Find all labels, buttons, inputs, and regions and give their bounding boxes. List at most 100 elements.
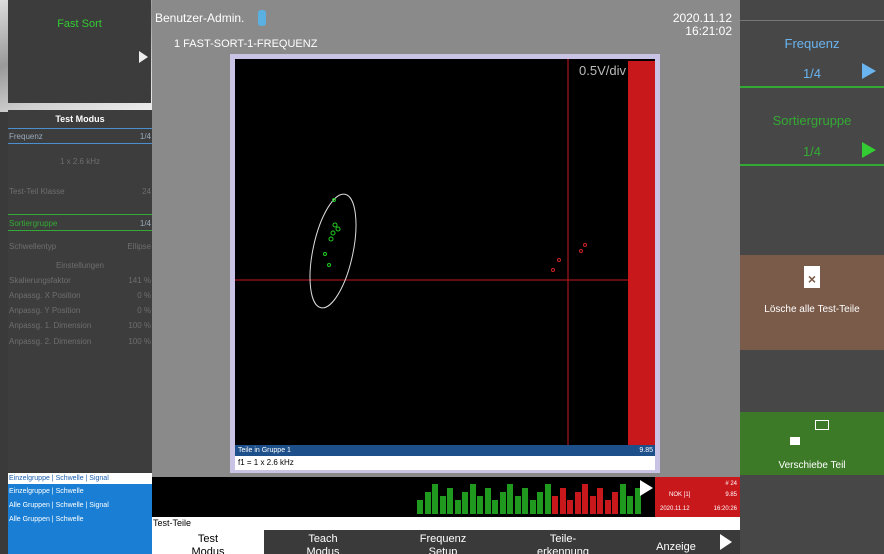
row-border — [8, 128, 152, 129]
right-top-line — [740, 20, 884, 21]
menu-item-value: Ellipse — [127, 242, 151, 251]
meter-bar — [484, 488, 491, 514]
menu-item-label[interactable]: Schwellentyp — [9, 242, 57, 251]
menu-item-label[interactable]: Anpassg. X Position — [9, 291, 81, 300]
move-label[interactable]: Verschiebe Teil — [778, 460, 846, 471]
tab-label[interactable]: Teach — [308, 533, 338, 545]
menu-panel — [8, 110, 152, 472]
result-box — [655, 477, 740, 517]
move-button[interactable] — [740, 412, 884, 475]
meter-bar — [477, 496, 483, 514]
meter-bar — [454, 500, 461, 514]
tab-label[interactable]: erkennung — [537, 546, 589, 554]
tab[interactable]: Frequenz Setup — [387, 530, 499, 554]
menu-item-label[interactable]: Anpassg. 1. Dimension — [9, 321, 92, 330]
delete-label[interactable]: Lösche alle Test-Teile — [764, 304, 860, 315]
tab[interactable]: Teach Modus — [267, 530, 379, 554]
list-bar — [152, 517, 740, 530]
meter-bar — [574, 492, 581, 514]
meter-bar — [589, 496, 596, 514]
meter-bar — [432, 484, 438, 514]
menu-item-value: 24 — [142, 187, 151, 196]
menu-item-value: 1/4 — [139, 219, 151, 228]
frequency-value[interactable]: 1/4 — [802, 66, 822, 81]
tab-bar: Test Modus Teach Modus Frequenz Setup Teile-er… — [152, 530, 740, 554]
tab[interactable]: Teile-erkennung — [507, 530, 619, 554]
group-label: Teile in Gruppe 1 — [238, 447, 291, 454]
tab-label[interactable]: Setup — [428, 546, 458, 554]
signal-points — [323, 198, 341, 267]
scale-label: 0.5V/div — [579, 63, 626, 78]
user-label: Benutzer-Admin. — [155, 11, 245, 25]
display-mode[interactable]: Einzelgruppe | Schwelle | Signal — [9, 475, 109, 482]
frequency-title[interactable]: Frequenz — [784, 36, 840, 51]
tab-label[interactable]: Test — [197, 533, 219, 545]
group-bar — [235, 445, 655, 456]
meter-bar — [447, 488, 453, 514]
tab-label[interactable]: Modus — [191, 546, 225, 554]
signal-strip — [152, 477, 740, 517]
result-time: 16:20:26 — [713, 506, 737, 512]
menu-item-label[interactable]: Anpassg. Y Position — [9, 306, 81, 315]
meter-bar — [492, 500, 498, 514]
group-value: 9.85 — [639, 447, 653, 454]
meter-bar — [499, 492, 506, 514]
play-arrow[interactable] — [139, 51, 148, 63]
menu-item[interactable]: Einstellungen — [55, 261, 105, 270]
meter-bar — [597, 488, 603, 514]
divider — [740, 164, 884, 166]
menu-item[interactable]: 1 x 2.6 kHz — [59, 157, 100, 166]
menu-item-value: 100 % — [128, 321, 151, 330]
row-border — [8, 143, 152, 144]
frequency-bar — [235, 456, 655, 470]
meter-bar — [469, 484, 476, 514]
frequency-next[interactable] — [862, 63, 876, 79]
display-mode[interactable]: Einzelgruppe | Schwelle — [9, 488, 84, 495]
move-icon — [790, 437, 800, 445]
meter-bar — [612, 492, 618, 514]
result-arrow — [640, 480, 653, 496]
meter-bar — [627, 496, 633, 514]
menu-item-label[interactable]: Frequenz — [9, 132, 43, 141]
menu-item-value: 141 % — [128, 276, 151, 285]
tab-label[interactable]: Frequenz — [419, 533, 467, 545]
tab-label[interactable]: Teile- — [549, 533, 577, 545]
mode-selected — [8, 473, 152, 484]
display-mode[interactable]: Alle Gruppen | Schwelle — [9, 516, 84, 523]
menu-item-label[interactable]: Test-Teil Klasse — [9, 187, 65, 196]
meter-bar — [544, 484, 551, 514]
sort-group-next[interactable] — [862, 142, 876, 158]
result-status: NOK [1] — [669, 492, 691, 498]
user-icon — [258, 10, 266, 26]
sort-group-title[interactable]: Sortiergruppe — [772, 113, 852, 128]
meter-bar — [462, 492, 468, 514]
result-value: 9.85 — [725, 492, 737, 498]
tab-label[interactable]: Anzeige — [656, 541, 696, 553]
tab[interactable]: Anzeige — [642, 530, 740, 554]
menu-item-label[interactable]: Sortiergruppe — [9, 219, 58, 228]
scope: 0.5V/div — [235, 59, 655, 445]
meter-bar — [514, 496, 521, 514]
meter-bar — [507, 484, 513, 514]
tab-label[interactable]: Modus — [306, 546, 340, 554]
tab[interactable]: Test Modus — [152, 530, 264, 554]
program-title: Fast Sort — [57, 18, 102, 30]
frequency-label: f1 = 1 x 2.6 kHz — [238, 458, 294, 467]
move-icon — [815, 420, 829, 430]
display-mode[interactable]: Alle Gruppen | Schwelle | Signal — [9, 502, 109, 509]
menu-item-value: 0 % — [137, 291, 151, 300]
date: 2020.11.12 — [672, 11, 732, 25]
meter-bar — [537, 492, 543, 514]
meter-bar — [529, 500, 536, 514]
display-modes: Einzelgruppe | Schwelle | Signal Einzelgr… — [8, 473, 152, 554]
menu-item-value: 100 % — [128, 337, 151, 346]
menu-item-label[interactable]: Anpassg. 2. Dimension — [9, 337, 92, 346]
divider — [740, 86, 884, 88]
row-border — [8, 214, 152, 215]
meter-bar — [424, 492, 431, 514]
result-count: # 24 — [725, 481, 737, 487]
sort-group-value[interactable]: 1/4 — [802, 144, 822, 159]
meter-bar — [634, 488, 641, 514]
menu-item-label[interactable]: Skalierungsfaktor — [9, 276, 71, 285]
